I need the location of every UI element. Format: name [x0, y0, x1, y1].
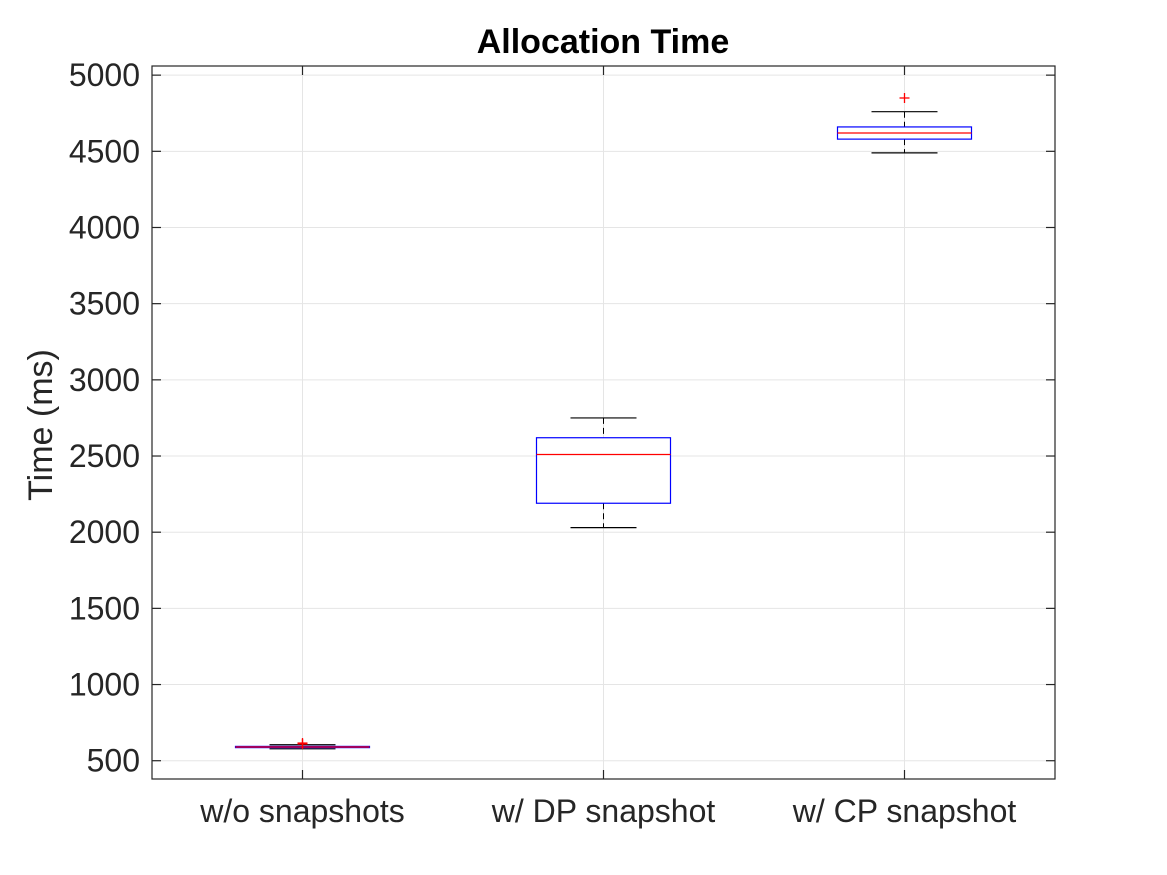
- outlier-marker: [899, 92, 910, 103]
- outlier-marker: [297, 738, 308, 749]
- y-tick-label: 1500: [69, 590, 140, 626]
- y-tick-label: 2500: [69, 438, 140, 474]
- axis-ticks: 500 1000 1500 2000 2500 3000 3500 4000 4500 5000 w…: [69, 57, 1055, 829]
- y-tick-label: 4500: [69, 133, 140, 169]
- box-group: [836, 92, 973, 154]
- x-tick-label: w/ CP snapshot: [792, 793, 1017, 829]
- y-tick-label: 5000: [69, 57, 140, 93]
- iqr-box: [535, 437, 672, 504]
- x-tick-label: w/o snapshots: [199, 793, 405, 829]
- y-tick-label: 1000: [69, 667, 140, 703]
- y-tick-label: 2000: [69, 514, 140, 550]
- y-axis-label: Time (ms): [22, 349, 60, 501]
- y-tick-label: 4000: [69, 209, 140, 245]
- x-tick-label: w/ DP snapshot: [491, 793, 716, 829]
- y-tick-label: 500: [87, 743, 140, 779]
- y-tick-label: 3500: [69, 286, 140, 322]
- grid-lines: [152, 66, 1055, 779]
- y-tick-label: 3000: [69, 362, 140, 398]
- chart-title: Allocation Time: [477, 23, 730, 61]
- box-series: [234, 92, 973, 750]
- box-group: [535, 417, 672, 529]
- box-group: [234, 738, 371, 750]
